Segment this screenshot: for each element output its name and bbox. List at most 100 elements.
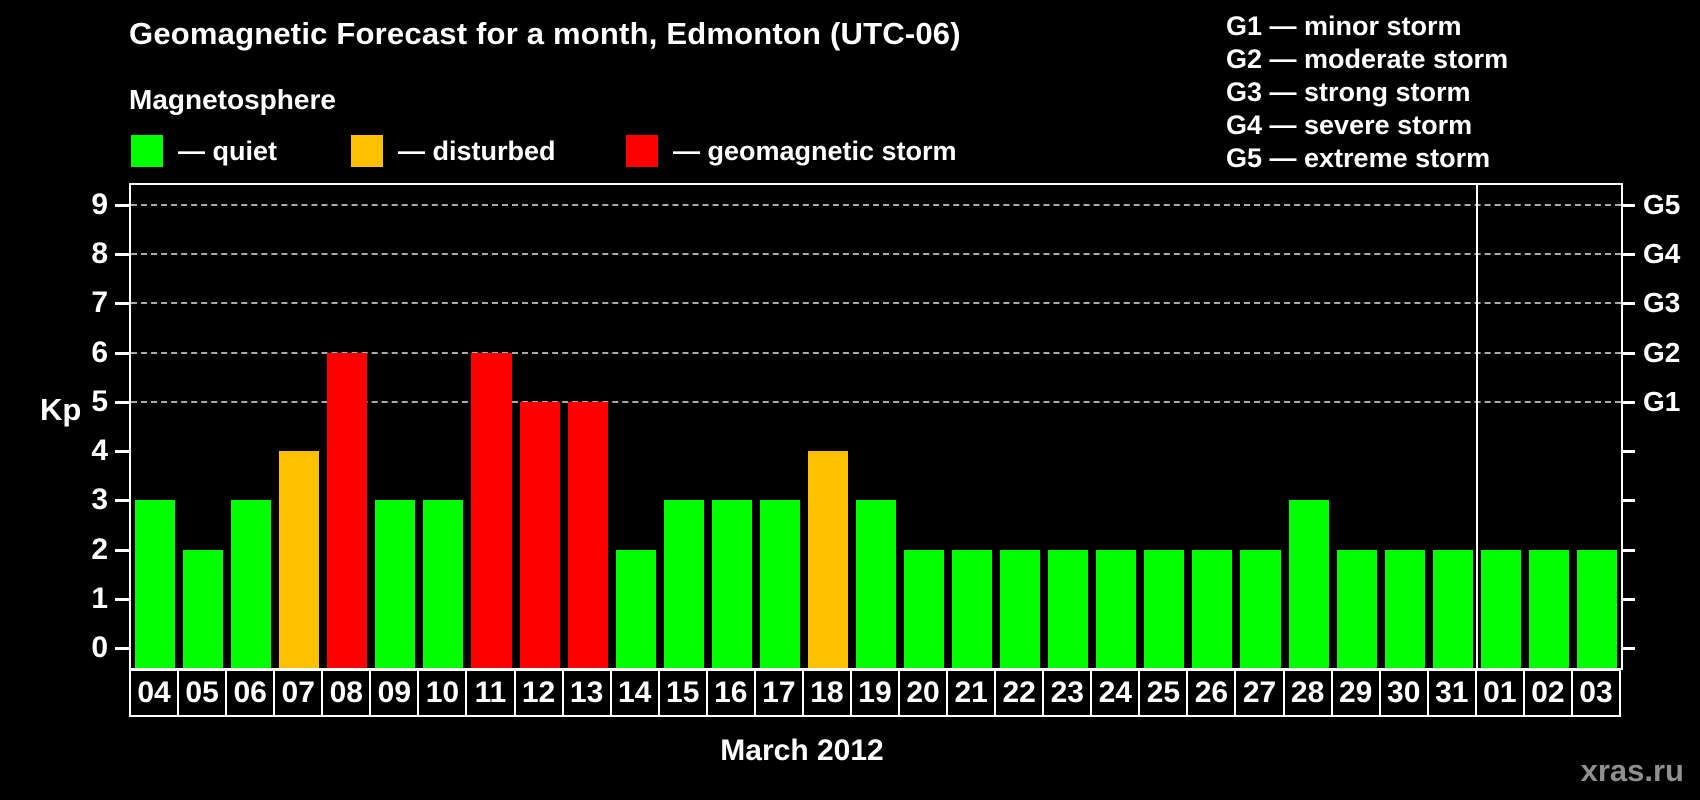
y-axis-title: Kp	[40, 392, 82, 427]
y-tick-right-6	[1621, 351, 1635, 355]
y-tick-right-8	[1621, 253, 1635, 256]
y-tick-label-7: 7	[91, 286, 108, 320]
bar-day-13	[567, 401, 608, 668]
right-axis-label-g3: G3	[1643, 287, 1681, 319]
day-label-06: 06	[225, 669, 276, 717]
day-label-01: 01	[1474, 669, 1525, 717]
day-label-03: 03	[1570, 669, 1621, 717]
day-label-22: 22	[994, 669, 1045, 717]
storm-scale-g4: G4 — severe storm	[1226, 110, 1473, 140]
bar-day-04	[135, 500, 176, 668]
day-label-29: 29	[1330, 669, 1381, 717]
day-label-04: 04	[129, 669, 180, 717]
bar-day-17	[759, 500, 800, 668]
y-tick-label-3: 3	[91, 483, 108, 517]
y-tick-label-5: 5	[91, 384, 108, 418]
day-label-07: 07	[273, 669, 324, 717]
right-axis-label-g1: G1	[1643, 385, 1681, 417]
day-label-23: 23	[1042, 669, 1093, 717]
y-tick-right-7	[1621, 302, 1635, 306]
x-axis-title: March 2012	[720, 734, 884, 767]
storm-scale-legend: G1 — minor storm G2 — moderate storm G3 …	[1226, 10, 1508, 175]
y-tick-label-0: 0	[91, 631, 108, 665]
day-label-28: 28	[1282, 669, 1333, 717]
bar-day-11	[471, 352, 512, 668]
y-tick-label-9: 9	[91, 187, 108, 221]
storm-scale-g3: G3 — strong storm	[1226, 77, 1471, 107]
page-title: Geomagnetic Forecast for a month, Edmont…	[129, 16, 961, 51]
y-tick-left-8	[115, 253, 129, 256]
right-axis-label-g4: G4	[1643, 238, 1681, 269]
bar-day-03	[1576, 549, 1617, 668]
y-tick-label-4: 4	[91, 434, 108, 468]
day-label-18: 18	[801, 669, 852, 717]
storm-scale-g5: G5 — extreme storm	[1226, 143, 1491, 173]
bar-day-23	[1048, 549, 1089, 668]
y-tick-right-0	[1621, 647, 1635, 651]
bar-day-28	[1288, 500, 1329, 668]
legend-label-quiet: — quiet	[178, 135, 277, 166]
legend-item-storm: — geomagnetic storm	[626, 135, 957, 167]
bar-day-30	[1384, 549, 1425, 668]
day-label-10: 10	[417, 669, 468, 717]
day-label-16: 16	[705, 669, 756, 717]
day-label-12: 12	[513, 669, 564, 717]
bar-day-07	[279, 451, 320, 668]
y-tick-left-5	[115, 400, 129, 404]
bar-day-26	[1192, 549, 1233, 668]
storm-scale-g1: G1 — minor storm	[1226, 11, 1462, 41]
bar-day-10	[423, 500, 464, 668]
bar-day-16	[711, 500, 752, 668]
bar-day-19	[855, 500, 897, 668]
bar-day-21	[952, 549, 993, 668]
bar-day-05	[183, 549, 224, 668]
bar-day-24	[1096, 549, 1137, 668]
y-tick-left-0	[115, 647, 129, 651]
day-label-17: 17	[753, 669, 804, 717]
bar-day-22	[1000, 549, 1041, 668]
right-axis-label-g2: G2	[1643, 336, 1681, 368]
day-label-14: 14	[609, 669, 660, 717]
y-tick-right-2	[1621, 548, 1635, 552]
y-tick-label-6: 6	[91, 335, 108, 369]
legend-item-disturbed: — disturbed	[351, 135, 556, 167]
day-label-27: 27	[1234, 669, 1285, 717]
y-tick-left-9	[115, 203, 129, 207]
day-label-02: 02	[1522, 669, 1573, 717]
bar-day-20	[904, 549, 945, 668]
y-tick-left-1	[115, 598, 129, 601]
bar-day-15	[663, 500, 704, 668]
day-label-21: 21	[946, 669, 997, 717]
day-label-09: 09	[369, 669, 420, 717]
y-tick-label-1: 1	[91, 582, 108, 615]
y-tick-left-6	[115, 351, 129, 355]
y-tick-right-4	[1621, 450, 1635, 454]
day-label-05: 05	[177, 669, 228, 717]
storm-scale-g2: G2 — moderate storm	[1226, 44, 1509, 74]
storm-color-swatch	[626, 135, 658, 167]
day-label-26: 26	[1186, 669, 1237, 717]
day-label-24: 24	[1090, 669, 1141, 717]
watermark: xras.ru	[1580, 753, 1684, 788]
bar-day-18	[807, 451, 848, 668]
y-tick-left-3	[115, 499, 129, 503]
legend-item-quiet: — quiet	[131, 135, 277, 167]
right-axis-label-g5: G5	[1643, 188, 1681, 220]
bar-day-25	[1144, 549, 1185, 668]
bar-day-29	[1336, 549, 1377, 668]
day-label-08: 08	[321, 669, 372, 717]
bar-day-09	[375, 500, 416, 668]
y-tick-left-4	[115, 450, 129, 454]
day-label-19: 19	[849, 669, 901, 717]
bar-day-02	[1528, 549, 1569, 668]
day-label-30: 30	[1378, 669, 1429, 717]
bar-day-08	[327, 352, 368, 668]
y-tick-right-3	[1621, 499, 1635, 503]
day-label-15: 15	[657, 669, 708, 717]
y-tick-label-8: 8	[91, 237, 108, 270]
day-label-20: 20	[898, 669, 949, 717]
bar-day-01	[1480, 549, 1521, 668]
disturbed-color-swatch	[351, 135, 383, 167]
month-divider-line	[1475, 185, 1478, 668]
